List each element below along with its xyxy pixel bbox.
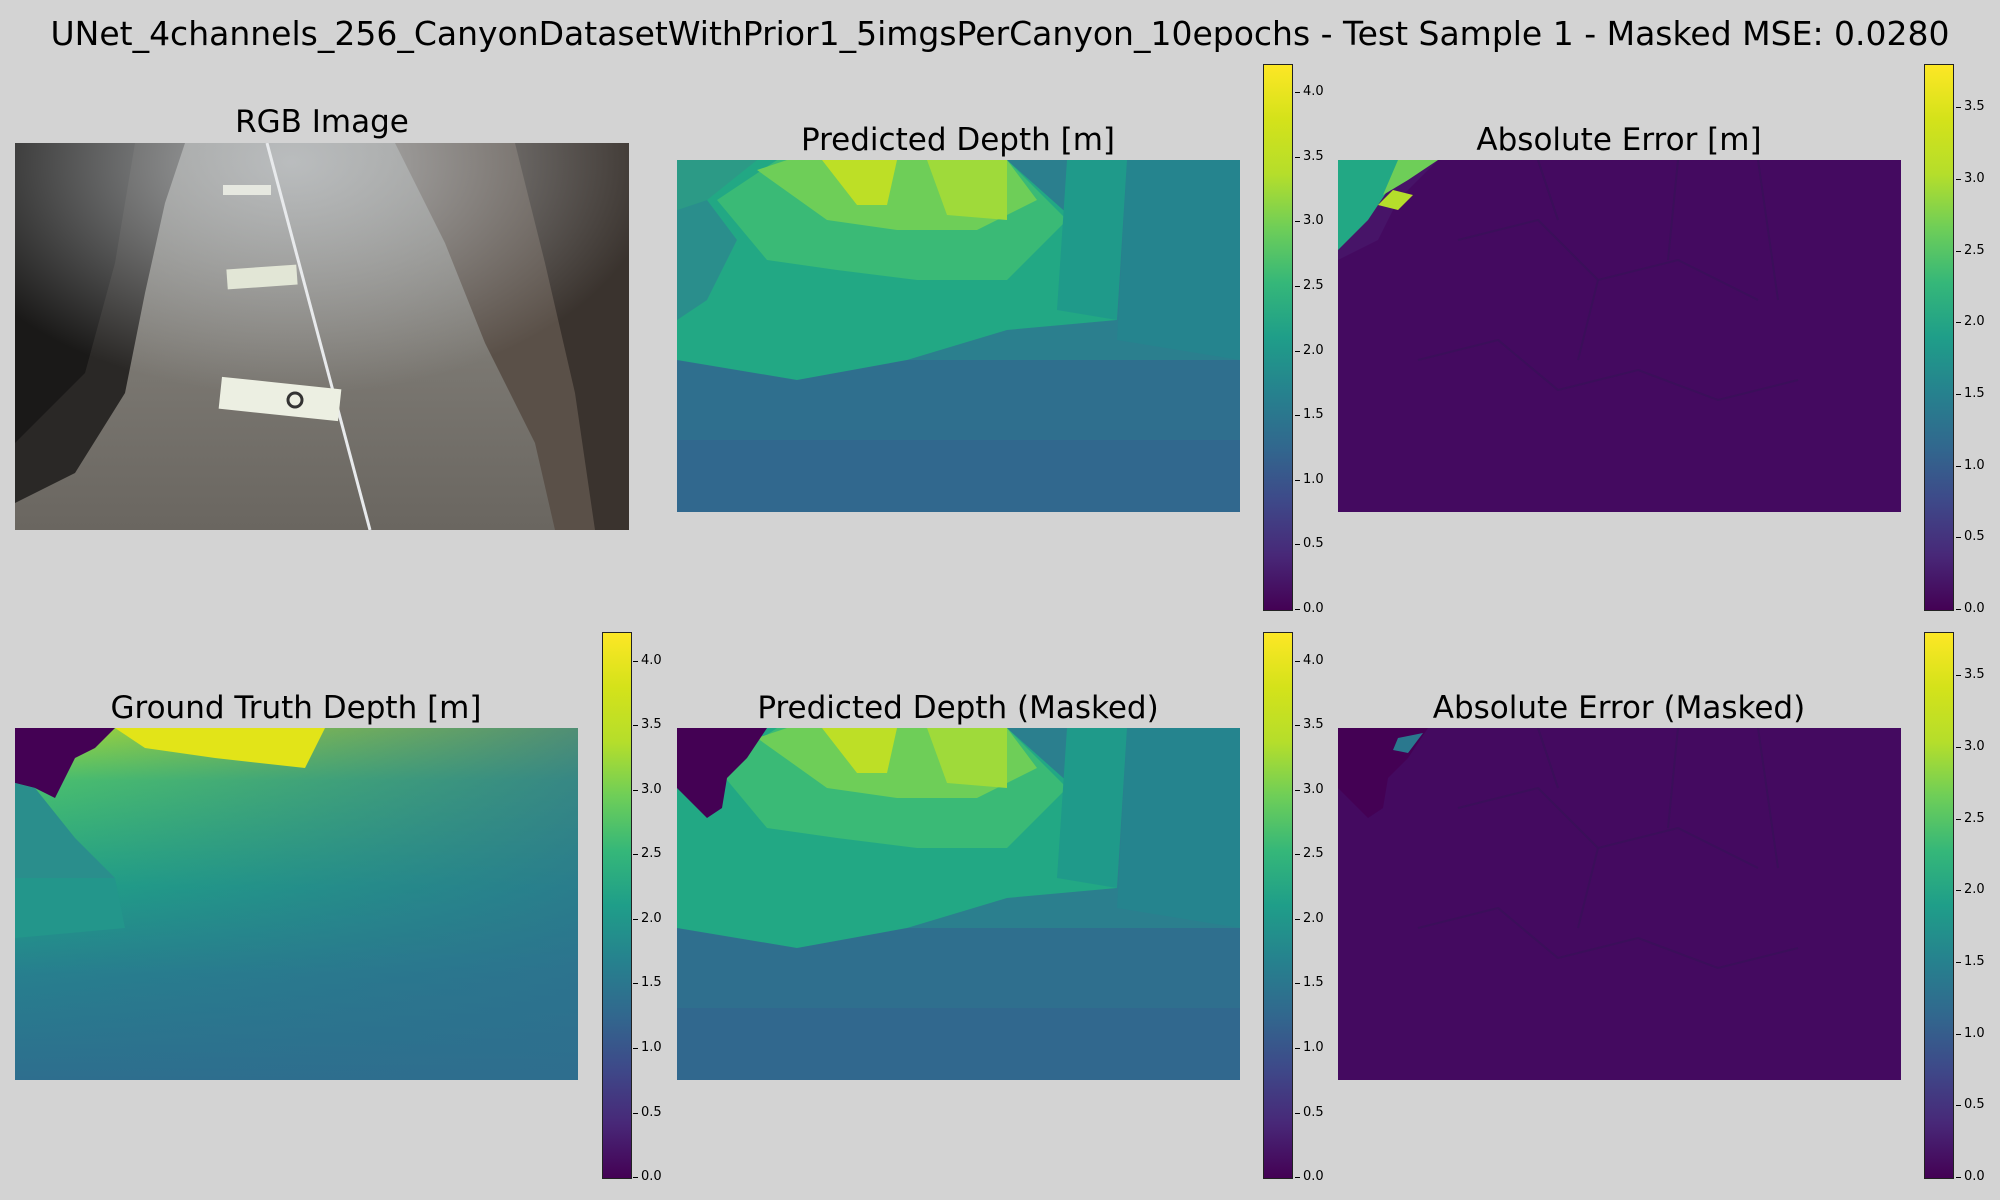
depth-colorbar-top bbox=[1263, 64, 1293, 611]
cbar-tick: 1.0 bbox=[1295, 1040, 1324, 1055]
cbar-tick: 1.5 bbox=[1956, 386, 1985, 401]
cbar-tick: 0.5 bbox=[633, 1105, 662, 1120]
cbar-tick: 4.0 bbox=[1295, 653, 1324, 668]
cbar-tick: 1.0 bbox=[1956, 1026, 1985, 1041]
cbar-tick: 3.5 bbox=[1295, 717, 1324, 732]
pred-depth-masked-map bbox=[677, 728, 1240, 1080]
cbar-tick: 0.5 bbox=[1956, 1097, 1985, 1112]
cbar-tick: 0.0 bbox=[1295, 1169, 1324, 1184]
ground-truth-title: Ground Truth Depth [m] bbox=[110, 690, 482, 726]
cbar-tick: 3.0 bbox=[633, 782, 662, 797]
depth-colorbar-bottom-mid bbox=[1263, 632, 1293, 1179]
cbar-tick: 2.0 bbox=[1295, 911, 1324, 926]
cbar-tick: 3.5 bbox=[1295, 149, 1324, 164]
cbar-tick: 0.5 bbox=[1295, 536, 1324, 551]
cbar-tick: 1.5 bbox=[1956, 954, 1985, 969]
error-colorbar-bottom bbox=[1924, 632, 1954, 1179]
cbar-tick: 2.0 bbox=[1956, 314, 1985, 329]
cbar-tick: 1.0 bbox=[633, 1040, 662, 1055]
cbar-tick: 2.0 bbox=[633, 911, 662, 926]
cbar-tick: 1.5 bbox=[1295, 975, 1324, 990]
cbar-tick: 0.5 bbox=[1295, 1105, 1324, 1120]
rgb-image bbox=[15, 143, 629, 530]
cbar-tick: 1.5 bbox=[633, 975, 662, 990]
cbar-tick: 1.0 bbox=[1295, 472, 1324, 487]
pred-depth-title: Predicted Depth [m] bbox=[800, 122, 1116, 158]
cbar-tick: 3.0 bbox=[1295, 782, 1324, 797]
cbar-tick: 2.5 bbox=[1956, 811, 1985, 826]
cbar-tick: 0.0 bbox=[1295, 601, 1324, 616]
pred-depth-masked-title: Predicted Depth (Masked) bbox=[757, 690, 1159, 726]
cbar-tick: 2.5 bbox=[1295, 846, 1324, 861]
cbar-tick: 3.5 bbox=[1956, 99, 1985, 114]
cbar-tick: 2.0 bbox=[1295, 343, 1324, 358]
cbar-tick: 1.5 bbox=[1295, 407, 1324, 422]
cbar-tick: 3.5 bbox=[633, 717, 662, 732]
abs-error-title: Absolute Error [m] bbox=[1476, 122, 1762, 158]
cbar-tick: 0.5 bbox=[1956, 529, 1985, 544]
abs-error-map bbox=[1338, 160, 1901, 512]
cbar-tick: 3.0 bbox=[1956, 739, 1985, 754]
figure-title: UNet_4channels_256_CanyonDatasetWithPrio… bbox=[50, 14, 1950, 53]
error-colorbar-top bbox=[1924, 64, 1954, 611]
cbar-tick: 0.0 bbox=[633, 1169, 662, 1184]
cbar-tick: 2.5 bbox=[1956, 243, 1985, 258]
abs-error-masked-title: Absolute Error (Masked) bbox=[1432, 690, 1806, 726]
cbar-tick: 3.0 bbox=[1295, 213, 1324, 228]
depth-colorbar-bottom-left bbox=[602, 632, 632, 1179]
cbar-tick: 2.5 bbox=[633, 846, 662, 861]
cbar-tick: 3.5 bbox=[1956, 667, 1985, 682]
cbar-tick: 0.0 bbox=[1956, 1169, 1985, 1184]
abs-error-masked-map bbox=[1338, 728, 1901, 1080]
cbar-tick: 2.5 bbox=[1295, 278, 1324, 293]
cbar-tick: 3.0 bbox=[1956, 171, 1985, 186]
cbar-tick: 2.0 bbox=[1956, 882, 1985, 897]
cbar-tick: 4.0 bbox=[633, 653, 662, 668]
cbar-tick: 0.0 bbox=[1956, 601, 1985, 616]
pred-depth-map bbox=[677, 160, 1240, 512]
cbar-tick: 1.0 bbox=[1956, 458, 1985, 473]
ground-truth-map bbox=[15, 728, 578, 1080]
rgb-image-title: RGB Image bbox=[235, 104, 409, 140]
cbar-tick: 4.0 bbox=[1295, 84, 1324, 99]
